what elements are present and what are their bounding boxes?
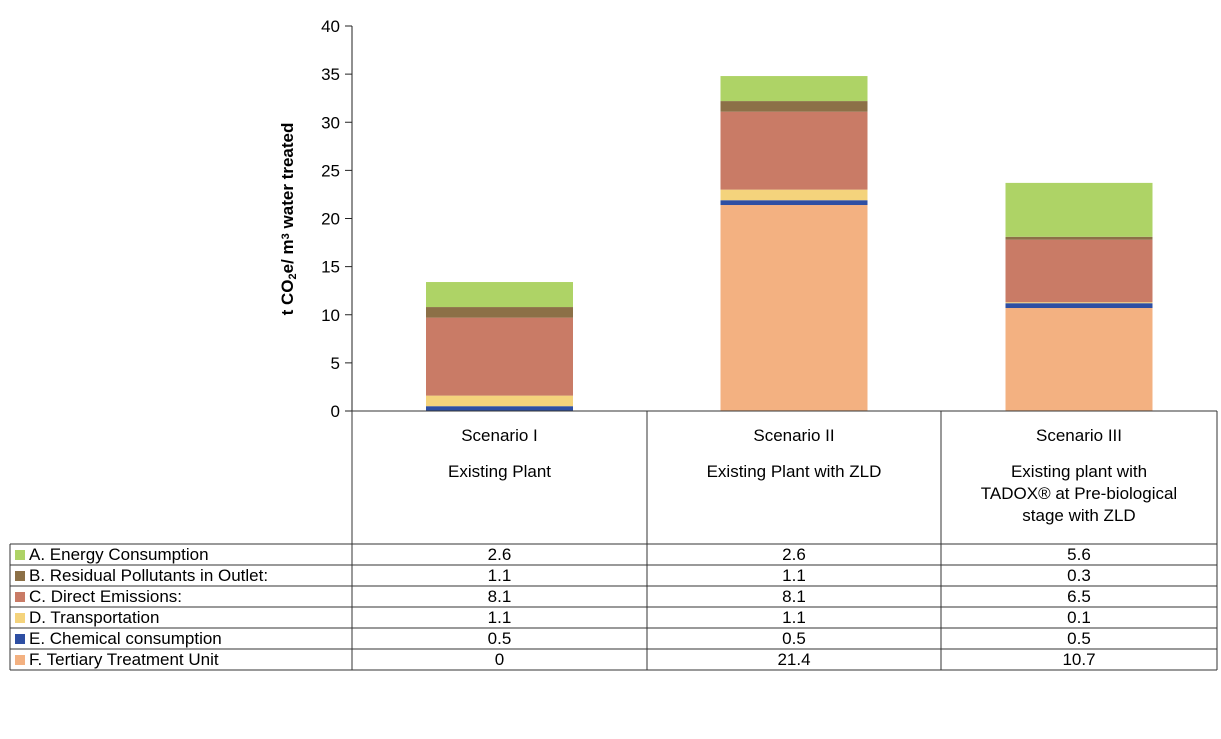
y-axis-title-part: e/ m (278, 239, 297, 273)
x-category-label: Scenario III (1036, 426, 1122, 445)
y-axis-title: t CO2e/ m3 water treated (278, 123, 299, 316)
legend-label: A. Energy Consumption (29, 545, 209, 564)
bar-segment (1005, 302, 1153, 304)
y-axis-title-subscript: 2 (287, 273, 299, 279)
y-tick-label: 15 (321, 258, 340, 277)
y-tick-label: 10 (321, 306, 340, 325)
y-tick-label: 25 (321, 161, 340, 180)
table-value-cell: 1.1 (488, 608, 512, 627)
category-subtitle: Existing Plant (448, 462, 551, 481)
bar-segment (1005, 182, 1153, 237)
legend-label: F. Tertiary Treatment Unit (29, 650, 219, 669)
table-value-cell: 10.7 (1062, 650, 1095, 669)
legend-swatch (15, 634, 25, 644)
x-category-label: Scenario I (461, 426, 538, 445)
table-value-cell: 6.5 (1067, 587, 1091, 606)
bar-segment (1005, 303, 1153, 309)
y-axis: 0 5 10 15 20 25 30 35 40 (321, 17, 353, 421)
bar-segment (720, 111, 868, 190)
legend-swatch (15, 571, 25, 581)
table-value-cell: 8.1 (488, 587, 512, 606)
bar-segment (720, 101, 868, 112)
table-value-cell: 0.5 (1067, 629, 1091, 648)
bar-segment (1005, 308, 1153, 411)
table-value-cell: 0.5 (488, 629, 512, 648)
table-value-cell: 5.6 (1067, 545, 1091, 564)
legend-swatch (15, 655, 25, 665)
table-value-cell: 2.6 (488, 545, 512, 564)
bar-segment (720, 76, 868, 102)
category-subtitle: Existing Plant with ZLD (707, 462, 882, 481)
bar-segment (426, 395, 573, 407)
table-value-cell: 21.4 (777, 650, 810, 669)
y-axis-title-part: water treated (278, 123, 297, 234)
legend-label: C. Direct Emissions: (29, 587, 182, 606)
legend-swatch (15, 550, 25, 560)
table-value-cell: 0.5 (782, 629, 806, 648)
y-tick-label: 20 (321, 210, 340, 229)
bar-segment (426, 317, 573, 396)
legend-label: B. Residual Pollutants in Outlet: (29, 566, 268, 585)
y-tick-label: 30 (321, 113, 340, 132)
table-value-cell: 8.1 (782, 587, 806, 606)
category-subtitle: Existing plant with (1011, 462, 1147, 481)
bar-segment (720, 205, 868, 411)
table-value-cell: 2.6 (782, 545, 806, 564)
legend-swatch (15, 592, 25, 602)
y-tick-label: 35 (321, 65, 340, 84)
bar-segment (720, 189, 868, 201)
bar-segment (1005, 239, 1153, 303)
y-tick-label: 0 (331, 402, 340, 421)
y-axis-label: t CO2e/ m3 water treated (278, 123, 299, 316)
y-tick-label: 40 (321, 17, 340, 36)
table-value-cell: 1.1 (782, 608, 806, 627)
legend-swatch (15, 613, 25, 623)
table-value-cell: 0.3 (1067, 566, 1091, 585)
y-axis-title-superscript: 3 (280, 233, 292, 239)
category-subtitle: TADOX® at Pre-biological (981, 484, 1177, 503)
bar-segment (426, 307, 573, 318)
y-axis-title-part: t CO (278, 279, 297, 315)
bars (426, 76, 1153, 411)
bar-segment (1005, 236, 1153, 240)
x-category-label: Scenario II (753, 426, 834, 445)
y-tick-label: 5 (331, 354, 340, 373)
category-subtitle: stage with ZLD (1022, 506, 1135, 525)
bar-segment (426, 282, 573, 308)
legend-label: D. Transportation (29, 608, 159, 627)
table-value-cell: 1.1 (488, 566, 512, 585)
bar-segment (426, 406, 573, 411)
table-value-cell: 0.1 (1067, 608, 1091, 627)
table-value-cell: 1.1 (782, 566, 806, 585)
legend-label: E. Chemical consumption (29, 629, 222, 648)
table-value-cell: 0 (495, 650, 504, 669)
bar-segment (720, 200, 868, 206)
data-table: Scenario I Existing Plant Scenario II Exist… (9, 410, 1218, 671)
